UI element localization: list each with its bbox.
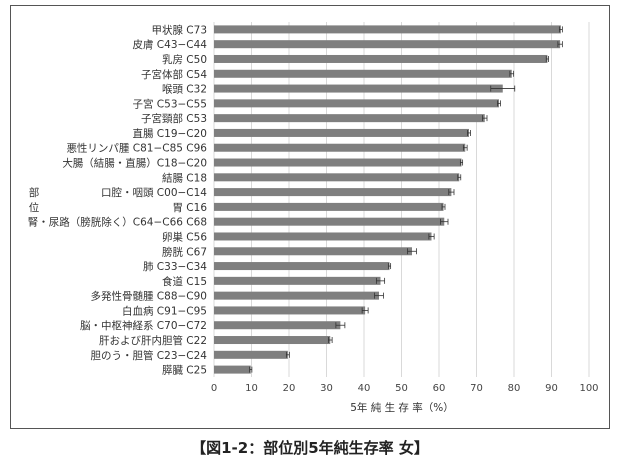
category-label: 卵巣 C56 [162, 230, 207, 243]
category-label: 甲状腺 C73 [151, 23, 207, 36]
x-tick-label: 60 [433, 383, 446, 394]
category-label: 直腸 C19−C20 [132, 127, 207, 140]
figure-caption: 【図1-2：部位別5年純生存率 女】 [191, 439, 429, 457]
category-label: 悪性リンパ腫 C81−C85 C96 [66, 142, 207, 155]
bar [214, 25, 561, 34]
category-label: 子宮体部 C54 [141, 68, 207, 81]
category-label: 皮膚 C43−C44 [132, 38, 207, 51]
bar [214, 336, 331, 345]
category-label: 膵臓 C25 [162, 365, 207, 377]
category-label: 肺 C33−C34 [143, 261, 207, 273]
bar [214, 291, 379, 300]
bar [214, 99, 499, 108]
bars [214, 25, 561, 374]
category-label: 肝および肝内胆管 C22 [99, 334, 207, 347]
x-tick-label: 70 [470, 383, 483, 394]
bar [214, 217, 445, 226]
bar [214, 276, 381, 285]
bar [214, 306, 366, 315]
bar [214, 143, 466, 152]
y-axis-title-bottom: 位 [29, 201, 40, 214]
category-label: 喉頭 C32 [162, 84, 207, 96]
x-tick-label: 0 [211, 383, 217, 394]
bar [214, 188, 452, 197]
category-labels: 甲状腺 C73 皮膚 C43−C44 乳房 C50 子宮体部 C54 喉頭 C32子宮 … [28, 23, 208, 376]
x-tick-label: 50 [395, 383, 408, 394]
x-tick-label: 80 [508, 383, 521, 394]
x-tick-label: 100 [579, 383, 598, 394]
category-label: 多発性骨髄腫 C88−C90 [90, 290, 207, 303]
bar [214, 114, 485, 123]
grid-lines [213, 22, 590, 377]
category-label: 食道 C15 [162, 275, 207, 288]
bar [214, 69, 512, 78]
x-tick-label: 40 [358, 383, 371, 394]
y-axis-title-top: 部 [29, 186, 40, 199]
bar [214, 350, 288, 359]
x-axis-title: 5年 純 生 存 率（%） [350, 401, 454, 414]
category-label: 膀胱 C67 [162, 245, 207, 258]
x-tick-label: 30 [320, 383, 333, 394]
category-label: 胃 C16 [172, 202, 207, 214]
bar [214, 202, 444, 211]
bar [214, 262, 390, 271]
bar [214, 84, 503, 93]
category-label: 乳房 C50 [162, 53, 207, 66]
category-label: 口腔・咽頭 C00−C14 [101, 186, 207, 199]
x-tick-label: 10 [245, 383, 258, 394]
bar [214, 40, 561, 49]
bar [214, 321, 341, 330]
bar [214, 173, 460, 182]
bar [214, 247, 412, 256]
x-tick-label: 20 [283, 383, 296, 394]
category-label: 胆のう・胆管 C23−C24 [90, 349, 207, 362]
category-label: 脳・中枢神経系 C70−C72 [80, 319, 207, 332]
category-label: 大腸（結腸・直腸）C18−C20 [62, 157, 207, 170]
bar [214, 232, 432, 241]
category-label: 白血病 C91−C95 [122, 304, 207, 317]
error-bars [249, 26, 563, 373]
bar [214, 365, 251, 374]
x-tick-labels: 0 10 20 30 40 50 60 70 80 90 100 [211, 383, 599, 394]
bar [214, 54, 548, 63]
category-label: 結腸 C18 [162, 171, 207, 184]
category-label: 子宮頸部 C53 [141, 112, 207, 125]
category-label: 子宮 C53−C55 [132, 97, 207, 110]
category-label: 腎・尿路（膀胱除く）C64−C66 C68 [28, 216, 207, 229]
bar [214, 158, 462, 167]
x-tick-label: 90 [545, 383, 558, 394]
bar [214, 128, 469, 137]
